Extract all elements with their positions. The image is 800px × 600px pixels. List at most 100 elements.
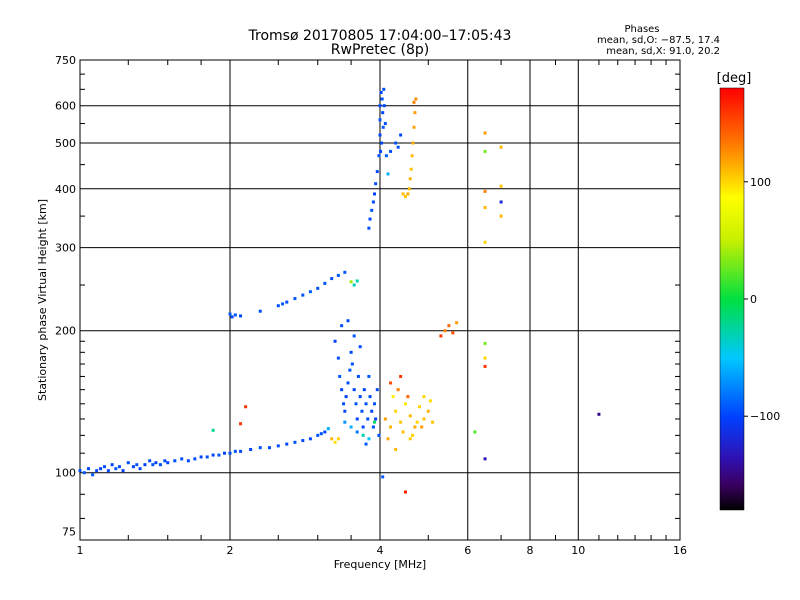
data-point [244,405,248,409]
data-point [483,341,487,345]
data-point [158,463,162,467]
data-point [346,381,350,385]
data-point [340,324,344,328]
data-point [95,469,99,473]
data-point [406,395,410,399]
data-point [368,395,372,399]
data-point [362,388,366,392]
data-point [473,430,477,434]
data-point [499,214,503,218]
data-point [401,192,405,196]
y-tick-label: 75 [62,526,76,539]
data-point [217,453,221,457]
data-point [355,417,359,421]
data-point [373,420,377,424]
data-point [316,286,320,290]
data-point [258,309,262,313]
data-point [121,469,125,473]
x-tick-label: 16 [673,544,687,557]
data-point [308,290,312,294]
data-point [343,420,347,424]
data-point [293,440,297,444]
data-point [356,374,360,378]
data-point [276,304,280,308]
data-point [373,402,377,406]
data-point [389,381,393,385]
data-point [186,459,190,463]
data-point [336,273,340,277]
data-point [338,374,342,378]
data-point [384,154,388,158]
data-point [381,111,385,115]
stats-x-line: mean, sd,X: 91.0, 20.2 [606,46,720,57]
data-point [367,374,371,378]
data-point [349,280,353,284]
data-point [375,170,379,174]
data-point [285,442,289,446]
colorbar-tick-label: 0 [750,293,757,306]
data-point [364,442,368,446]
data-point [173,459,177,463]
data-point [426,409,430,413]
data-point [308,437,312,441]
data-point [239,422,243,426]
data-point [483,149,487,153]
data-point [352,334,356,338]
data-point [394,409,398,413]
data-point [82,471,86,475]
data-point [499,145,503,149]
y-tick-label: 400 [55,183,76,196]
colorbar-ticks: 100 0 −100 [744,176,780,423]
x-tick-label: 4 [377,544,384,557]
data-point [126,461,130,465]
x-tick-label: 8 [527,544,534,557]
data-point [412,100,416,104]
colorbar [719,87,745,511]
data-point [258,446,262,450]
data-point [415,420,419,424]
data-point [381,125,385,129]
data-point [364,402,368,406]
data-point [354,402,358,406]
data-point [422,417,426,421]
data-point [211,428,215,432]
data-point [205,455,209,459]
data-point [420,425,424,429]
x-axis-label: Frequency [MHz] [334,558,426,571]
data-point [375,388,379,392]
data-point [151,463,155,467]
y-tick-label: 750 [55,54,76,67]
x-tick-label: 2 [227,544,234,557]
data-point [382,104,386,108]
data-point [233,449,237,453]
data-point [239,314,243,318]
y-axis-label: Stationary phase Virtual Height [km] [36,199,49,401]
data-point [249,447,253,451]
data-point [399,420,403,424]
data-point [396,145,400,149]
data-point [396,388,400,392]
data-point [412,125,416,129]
data-point [383,122,387,126]
data-point [330,277,334,281]
data-point [403,402,407,406]
data-point [180,457,184,461]
data-point [379,90,383,94]
data-point [447,324,451,328]
data-point [367,437,371,441]
data-point [349,350,353,354]
data-point [499,200,503,204]
data-point [166,461,170,465]
data-point [368,217,372,221]
data-point [386,437,390,441]
data-point [399,133,403,137]
data-point [106,469,110,473]
data-point [326,427,330,431]
data-point [355,430,359,434]
data-point [399,374,403,378]
data-point [428,399,432,403]
data-point [267,446,271,450]
data-point [379,149,383,153]
data-point [483,189,487,193]
data-point [138,467,142,471]
